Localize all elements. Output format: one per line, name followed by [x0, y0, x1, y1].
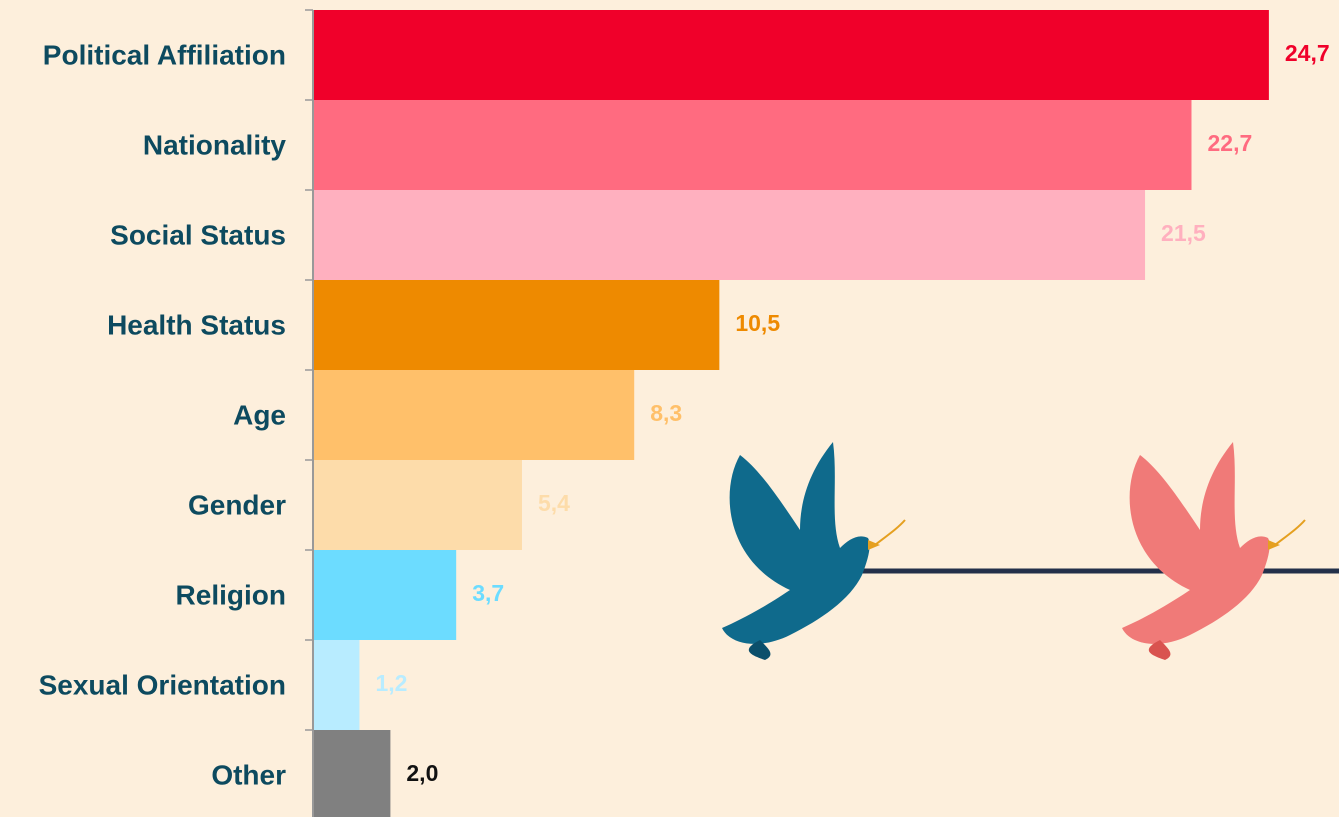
- bar: [313, 640, 359, 730]
- bar: [313, 190, 1145, 280]
- value-label: 5,4: [538, 490, 570, 516]
- blue-dove: [722, 442, 905, 660]
- bar: [313, 460, 522, 550]
- pink-dove: [1122, 442, 1305, 660]
- value-label: 3,7: [472, 580, 504, 606]
- category-label: Health Status: [107, 309, 286, 340]
- category-label: Gender: [188, 489, 286, 520]
- value-label: 24,7: [1285, 40, 1330, 66]
- category-label: Social Status: [110, 219, 286, 250]
- bar: [313, 280, 719, 370]
- value-label: 21,5: [1161, 220, 1206, 246]
- page: {"chart_data": { "type": "bar", "orienta…: [0, 0, 1339, 817]
- category-label: Religion: [176, 579, 286, 610]
- category-label: Nationality: [143, 129, 287, 160]
- value-label: 2,0: [406, 760, 438, 786]
- bar: [313, 370, 634, 460]
- bar: [313, 550, 456, 640]
- bar: [313, 10, 1269, 100]
- value-label: 1,2: [375, 670, 407, 696]
- category-label: Other: [211, 759, 286, 790]
- category-label: Age: [233, 399, 286, 430]
- category-label: Political Affiliation: [43, 39, 286, 70]
- decoration: [722, 442, 1339, 660]
- category-label: Sexual Orientation: [39, 669, 286, 700]
- bar: [313, 730, 390, 817]
- bar: [313, 100, 1191, 190]
- chart: Political Affiliation 24,7 Nationality 22,7…: [0, 0, 1339, 817]
- value-label: 10,5: [735, 310, 780, 336]
- value-label: 22,7: [1207, 130, 1252, 156]
- value-label: 8,3: [650, 400, 682, 426]
